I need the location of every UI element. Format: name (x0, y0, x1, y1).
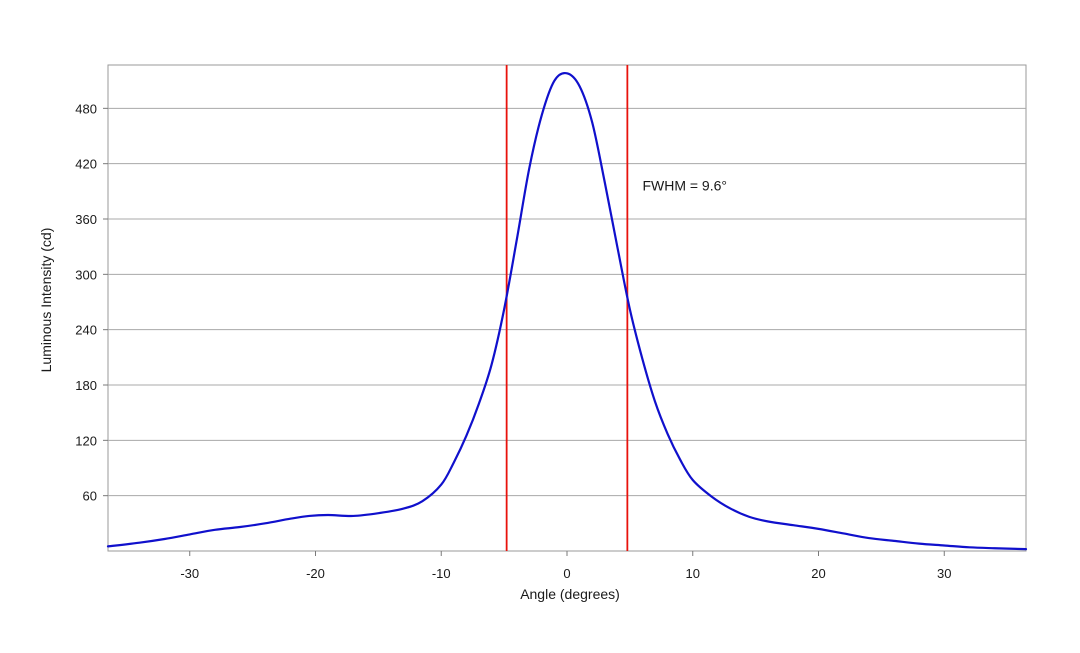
y-tick-label: 360 (75, 212, 97, 227)
y-tick-label: 300 (75, 267, 97, 282)
x-tick-label: 0 (563, 566, 570, 581)
gridlines (108, 107, 1026, 497)
y-tick-label: 420 (75, 157, 97, 172)
x-tick-labels: -30 -20 -10 0 10 20 30 (180, 551, 951, 581)
y-tick-label: 120 (75, 433, 97, 448)
x-tick-label: -10 (432, 566, 451, 581)
y-tick-label: 180 (75, 378, 97, 393)
intensity-series-line (106, 71, 1028, 551)
x-tick-label: 10 (686, 566, 700, 581)
y-tick-labels: 60 120 180 240 300 360 420 480 (75, 101, 108, 504)
annotations: FWHM = 9.6° (642, 177, 727, 193)
x-tick-label: -20 (306, 566, 325, 581)
plot-frame (107, 64, 1027, 552)
y-tick-label: 60 (83, 489, 97, 504)
x-axis-label: Angle (degrees) (520, 586, 620, 602)
x-tick-label: -30 (180, 566, 199, 581)
fwhm-annotation: FWHM = 9.6° (642, 177, 727, 193)
y-axis-label: Luminous Intensity (cd) (38, 228, 54, 373)
series-layer (106, 71, 1028, 551)
reference-lines (505, 65, 629, 551)
x-tick-label: 20 (811, 566, 825, 581)
x-tick-label: 30 (937, 566, 951, 581)
y-tick-label: 240 (75, 323, 97, 338)
y-tick-label: 480 (75, 101, 97, 116)
